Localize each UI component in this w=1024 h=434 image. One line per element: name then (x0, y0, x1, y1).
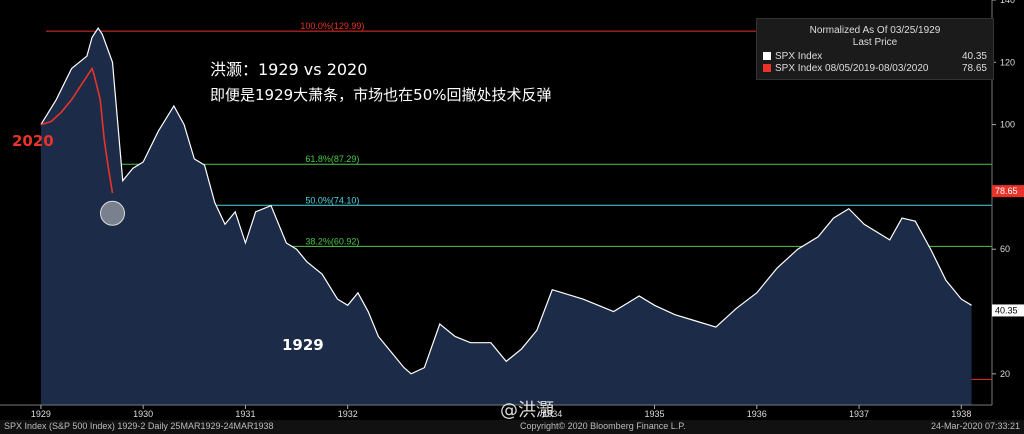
spx-line (40, 26, 972, 375)
footer-left-text: SPX Index (S&P 500 Index) 1929-2 Daily 2… (4, 421, 274, 431)
spx-2020-line (40, 66, 114, 194)
x-tick-label: 1930 (133, 409, 153, 419)
chart-annotation-subtitle: 即便是1929大萧条，市场也在50%回撤处技术反弹 (210, 86, 552, 104)
y-tick-label: 20 (1000, 369, 1010, 379)
weibo-watermark: @洪灝 (500, 400, 554, 421)
footer-bar: SPX Index (S&P 500 Index) 1929-2 Daily 2… (0, 420, 1024, 434)
spx-area-fill (40, 28, 972, 406)
axes: 20 60 100 120 140 1929 1930 1931 1932 1934 1935 193… (0, 0, 1024, 419)
legend-swatch-red (763, 64, 771, 72)
last-price-tag (992, 185, 1024, 198)
legend-series-name: SPX Index (775, 51, 823, 62)
y-tick-label: 120 (1000, 57, 1015, 67)
legend-row-spx-2020: SPX Index 08/05/2019-08/03/2020 78.65 (763, 63, 987, 75)
series-lines (40, 26, 972, 375)
x-tick-label: 1929 (31, 409, 51, 419)
retracement-marker (99, 200, 125, 226)
x-tick-label: 1938 (951, 409, 971, 419)
footer-timestamp: 24-Mar-2020 07:33:21 (930, 421, 1020, 431)
x-tick-label: 1932 (338, 409, 358, 419)
label-1929: 1929 (282, 336, 324, 354)
chart-annotation-title: 洪灏：1929 vs 2020 (210, 60, 368, 79)
last-price-tag (992, 304, 1024, 317)
x-tick-label: 1936 (747, 409, 767, 419)
fib-level-label: 61.8%(87.29) (305, 154, 359, 164)
spx-area (40, 28, 972, 406)
fib-level-label: 50.0%(74.10) (305, 195, 359, 205)
legend-swatch-white (763, 52, 771, 60)
fib-level-label: 100.0%(129.99) (300, 21, 364, 31)
legend-row-spx: SPX Index 40.35 (763, 51, 987, 63)
x-tick-label: 1931 (235, 409, 255, 419)
legend-series-value: 40.35 (961, 51, 987, 62)
last-price-label: 78.65 (995, 186, 1018, 196)
retracement-circle-marker (99, 200, 125, 226)
legend-box: Normalized As Of 03/25/1929 Last Price S… (756, 18, 994, 80)
legend-series-name: SPX Index 08/05/2019-08/03/2020 (775, 63, 929, 74)
last-price-label: 40.35 (995, 305, 1018, 315)
y-tick-label: 60 (1000, 244, 1010, 254)
y-tick-label: 140 (1000, 0, 1015, 5)
fib-level-label: 38.2%(60.92) (305, 236, 359, 246)
footer-copyright: Copyright© 2020 Bloomberg Finance L.P. (520, 421, 686, 431)
x-tick-label: 1934 (542, 409, 562, 419)
y-tick-label: 100 (1000, 120, 1015, 130)
legend-header-normalized: Normalized As Of 03/25/1929 (809, 25, 941, 36)
legend-series-value: 78.65 (961, 63, 987, 74)
label-2020: 2020 (12, 132, 54, 150)
x-tick-label: 1935 (644, 409, 664, 419)
legend-header-last-price: Last Price (852, 37, 898, 48)
x-tick-label: 1937 (849, 409, 869, 419)
